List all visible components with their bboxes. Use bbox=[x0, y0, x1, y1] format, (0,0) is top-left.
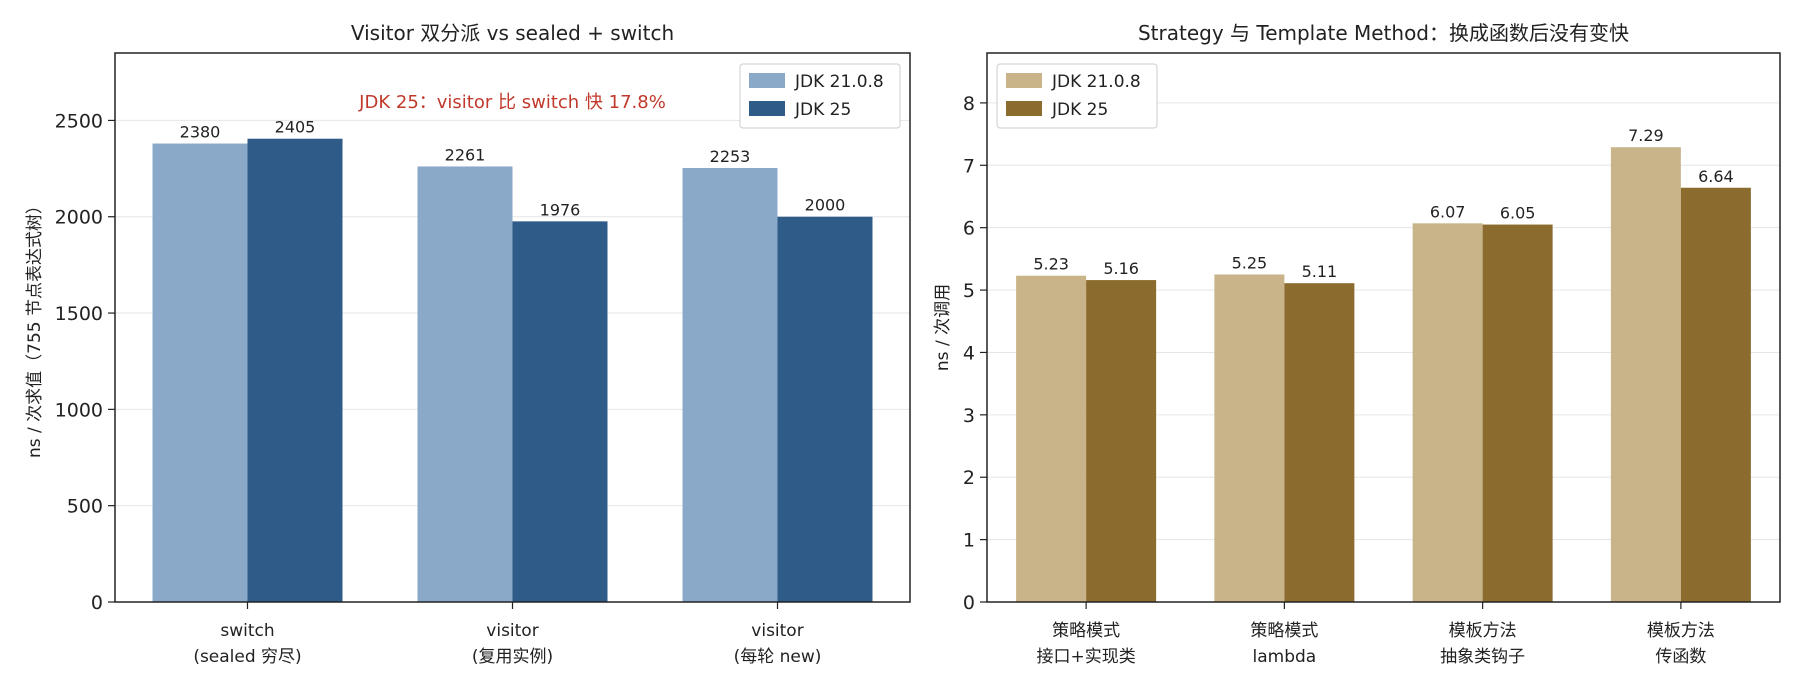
category-label: lambda bbox=[1253, 647, 1317, 667]
bar bbox=[1680, 187, 1751, 602]
bar-value-label: 7.29 bbox=[1628, 126, 1664, 145]
bar bbox=[1412, 223, 1483, 603]
y-axis-label: ns / 次调用 bbox=[933, 284, 953, 371]
bar bbox=[512, 221, 608, 603]
bar bbox=[777, 216, 873, 602]
legend-label: JDK 21.0.8 bbox=[1051, 72, 1141, 92]
category-label: 模板方法 bbox=[1449, 621, 1517, 641]
y-tick-label: 8 bbox=[963, 93, 975, 115]
y-tick-label: 7 bbox=[963, 155, 975, 177]
bar bbox=[417, 166, 513, 602]
category-label: (复用实例) bbox=[472, 647, 553, 667]
chart-title: Visitor 双分派 vs sealed + switch bbox=[351, 21, 674, 45]
legend-label: JDK 25 bbox=[1051, 100, 1108, 120]
bar-value-label: 6.64 bbox=[1698, 167, 1734, 186]
legend-swatch bbox=[749, 101, 785, 116]
y-tick-label: 500 bbox=[67, 496, 103, 518]
bar-value-label: 5.11 bbox=[1302, 262, 1338, 281]
bar-value-label: 1976 bbox=[540, 200, 581, 219]
bar-value-label: 5.23 bbox=[1033, 255, 1069, 274]
y-tick-label: 0 bbox=[963, 592, 975, 614]
category-label: 策略模式 bbox=[1052, 621, 1120, 641]
legend-swatch bbox=[1006, 73, 1042, 88]
category-label: 抽象类钩子 bbox=[1440, 647, 1525, 667]
bar-value-label: 2380 bbox=[180, 123, 221, 142]
category-label: visitor bbox=[486, 621, 538, 641]
y-tick-label: 1000 bbox=[55, 399, 103, 421]
category-label: visitor bbox=[751, 621, 803, 641]
bar bbox=[1284, 283, 1355, 602]
y-tick-label: 6 bbox=[963, 218, 975, 240]
bar-value-label: 2261 bbox=[445, 145, 486, 164]
plot-frame bbox=[986, 52, 1781, 603]
legend-label: JDK 25 bbox=[794, 100, 851, 120]
bar-value-label: 6.07 bbox=[1430, 202, 1466, 221]
annotation: JDK 25：visitor 比 switch 快 17.8% bbox=[358, 92, 666, 113]
bar bbox=[1610, 147, 1681, 602]
y-tick-label: 2000 bbox=[55, 207, 103, 229]
legend-label: JDK 21.0.8 bbox=[794, 72, 884, 92]
y-tick-label: 2500 bbox=[55, 110, 103, 132]
legend: JDK 21.0.8 JDK 25 bbox=[996, 63, 1158, 129]
y-tick-label: 2 bbox=[963, 467, 975, 489]
bar bbox=[1214, 274, 1285, 602]
plot-frame bbox=[114, 52, 911, 603]
y-axis-label: ns / 次求值（755 节点表达式树） bbox=[25, 197, 45, 458]
bar-value-label: 2000 bbox=[805, 196, 846, 215]
bar bbox=[1086, 280, 1157, 602]
bar bbox=[1482, 224, 1553, 602]
legend-swatch bbox=[1006, 101, 1042, 116]
bar bbox=[1016, 275, 1087, 602]
category-label: (每轮 new) bbox=[734, 647, 822, 667]
bar bbox=[152, 143, 248, 602]
left-chart: 2380 2405 switch (sealed 穷尽) 2261 1976 visitor… bbox=[25, 21, 911, 667]
bar bbox=[247, 138, 343, 602]
category-label: 接口+实现类 bbox=[1037, 647, 1136, 667]
y-tick-label: 1 bbox=[963, 530, 975, 552]
category-label: switch bbox=[220, 621, 274, 641]
category-label: 传函数 bbox=[1655, 647, 1706, 667]
y-tick-label: 3 bbox=[963, 405, 975, 427]
legend: JDK 21.0.8 JDK 25 bbox=[739, 63, 901, 129]
bar-value-label: 2405 bbox=[275, 118, 316, 137]
category-label: (sealed 穷尽) bbox=[193, 647, 301, 667]
chart-title: Strategy 与 Template Method：换成函数后没有变快 bbox=[1138, 21, 1629, 45]
bar bbox=[682, 168, 778, 603]
y-tick-label: 5 bbox=[963, 280, 975, 302]
bar-value-label: 5.25 bbox=[1232, 253, 1268, 272]
y-tick-label: 1500 bbox=[55, 303, 103, 325]
bar-value-label: 2253 bbox=[710, 147, 751, 166]
y-tick-label: 0 bbox=[91, 592, 103, 614]
bar-value-label: 5.16 bbox=[1103, 259, 1139, 278]
legend-swatch bbox=[749, 73, 785, 88]
bar-value-label: 6.05 bbox=[1500, 204, 1536, 223]
category-label: 策略模式 bbox=[1250, 621, 1318, 641]
y-tick-label: 4 bbox=[963, 342, 975, 364]
category-label: 模板方法 bbox=[1647, 621, 1715, 641]
